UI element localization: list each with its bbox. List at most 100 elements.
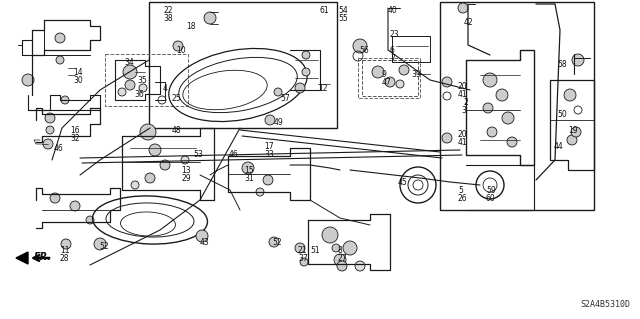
- Text: 9: 9: [382, 70, 387, 79]
- Polygon shape: [16, 252, 28, 264]
- Circle shape: [181, 156, 189, 164]
- Circle shape: [265, 115, 275, 125]
- Text: 5: 5: [458, 186, 463, 195]
- Circle shape: [353, 39, 367, 53]
- Text: 61: 61: [320, 6, 330, 15]
- Text: 19: 19: [568, 126, 578, 135]
- Text: 46: 46: [229, 150, 239, 159]
- Text: 34: 34: [124, 58, 134, 67]
- Text: 50: 50: [557, 110, 567, 119]
- Text: 27: 27: [338, 254, 348, 263]
- Text: 30: 30: [73, 76, 83, 85]
- Circle shape: [204, 12, 216, 24]
- Bar: [358, 58, 420, 98]
- Circle shape: [322, 227, 338, 243]
- Text: 46: 46: [54, 144, 64, 153]
- Text: 20: 20: [458, 130, 468, 139]
- Circle shape: [46, 126, 54, 134]
- Circle shape: [487, 127, 497, 137]
- Text: 32: 32: [70, 134, 79, 143]
- Circle shape: [496, 89, 508, 101]
- Text: 33: 33: [264, 150, 274, 159]
- Text: 39: 39: [411, 70, 420, 79]
- Circle shape: [196, 230, 208, 242]
- Circle shape: [399, 65, 409, 75]
- Circle shape: [571, 127, 581, 137]
- Bar: [149, 2, 337, 128]
- Text: 3: 3: [461, 106, 466, 115]
- Circle shape: [140, 124, 156, 140]
- Circle shape: [442, 77, 452, 87]
- Circle shape: [302, 68, 310, 76]
- Circle shape: [70, 201, 80, 211]
- Text: 41: 41: [458, 138, 468, 147]
- Text: 15: 15: [244, 166, 253, 175]
- Text: 40: 40: [388, 6, 397, 15]
- Circle shape: [55, 33, 65, 43]
- Text: 37: 37: [298, 254, 308, 263]
- Circle shape: [94, 238, 106, 250]
- Text: 44: 44: [554, 142, 564, 151]
- Text: 22: 22: [163, 6, 173, 15]
- Circle shape: [61, 96, 69, 104]
- Text: 57: 57: [280, 94, 290, 103]
- Circle shape: [372, 66, 384, 78]
- Circle shape: [295, 243, 305, 253]
- Circle shape: [274, 88, 282, 96]
- Text: 10: 10: [176, 46, 186, 55]
- Circle shape: [300, 258, 308, 266]
- Text: 38: 38: [163, 14, 173, 23]
- Circle shape: [337, 261, 347, 271]
- Circle shape: [123, 65, 137, 79]
- Text: 20: 20: [458, 82, 468, 91]
- Circle shape: [118, 88, 126, 96]
- Text: 36: 36: [134, 90, 144, 99]
- Circle shape: [564, 89, 576, 101]
- Text: 60: 60: [486, 194, 496, 203]
- Text: 28: 28: [60, 254, 70, 263]
- Text: 25: 25: [172, 94, 182, 103]
- Circle shape: [242, 162, 254, 174]
- Circle shape: [145, 173, 155, 183]
- Text: 35: 35: [137, 76, 147, 85]
- Text: 31: 31: [244, 174, 253, 183]
- Circle shape: [139, 84, 147, 92]
- Text: 54: 54: [338, 6, 348, 15]
- Circle shape: [22, 74, 34, 86]
- Circle shape: [86, 216, 94, 224]
- Circle shape: [302, 51, 310, 59]
- Text: 12: 12: [318, 84, 328, 93]
- Circle shape: [61, 239, 71, 249]
- Text: 29: 29: [181, 174, 191, 183]
- Text: 21: 21: [298, 246, 307, 255]
- Text: 16: 16: [70, 126, 79, 135]
- Circle shape: [502, 112, 514, 124]
- Circle shape: [507, 137, 517, 147]
- Circle shape: [458, 3, 468, 13]
- Circle shape: [256, 188, 264, 196]
- Circle shape: [125, 80, 135, 90]
- Text: 58: 58: [557, 60, 566, 69]
- Text: FR.: FR.: [34, 252, 52, 262]
- Text: 6: 6: [390, 46, 395, 55]
- Text: 14: 14: [73, 68, 83, 77]
- Circle shape: [173, 41, 183, 51]
- Circle shape: [263, 175, 273, 185]
- Text: S2A4B5310D: S2A4B5310D: [580, 300, 630, 309]
- Text: 56: 56: [359, 46, 369, 55]
- Circle shape: [572, 54, 584, 66]
- Circle shape: [442, 133, 452, 143]
- Circle shape: [45, 113, 55, 123]
- Text: 47: 47: [382, 78, 392, 87]
- Text: 4: 4: [163, 84, 168, 93]
- Circle shape: [396, 80, 404, 88]
- Text: 17: 17: [264, 142, 274, 151]
- Text: 7: 7: [390, 54, 395, 63]
- Text: 55: 55: [338, 14, 348, 23]
- Text: 41: 41: [458, 90, 468, 99]
- Text: 23: 23: [390, 30, 399, 39]
- Text: 59: 59: [486, 186, 496, 195]
- Text: 52: 52: [272, 238, 282, 247]
- Circle shape: [269, 237, 279, 247]
- Circle shape: [149, 144, 161, 156]
